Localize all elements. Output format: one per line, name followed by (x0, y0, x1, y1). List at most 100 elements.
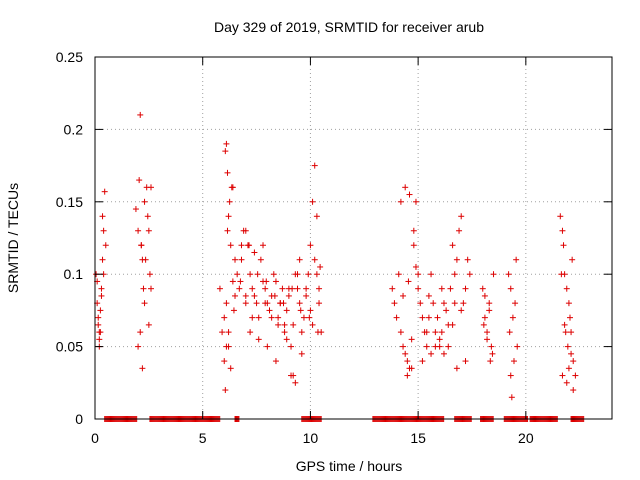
data-point (99, 256, 106, 263)
data-point (405, 278, 412, 285)
data-point (440, 300, 447, 307)
x-tick-label: 10 (303, 430, 319, 446)
data-point (148, 285, 155, 292)
data-point (570, 358, 577, 365)
data-point (255, 314, 262, 321)
data-point (479, 285, 486, 292)
data-point (281, 321, 288, 328)
data-point (283, 307, 290, 314)
data-point (317, 263, 324, 270)
data-point (268, 314, 275, 321)
data-point (223, 140, 230, 147)
data-point (486, 300, 493, 307)
data-point (247, 271, 254, 278)
data-point (144, 213, 151, 220)
data-point (141, 198, 148, 205)
data-point (400, 292, 407, 299)
data-point (443, 307, 450, 314)
data-point (559, 227, 566, 234)
data-point (148, 184, 155, 191)
data-point (309, 198, 316, 205)
data-point (404, 372, 411, 379)
data-point (95, 321, 102, 328)
data-point (400, 343, 407, 350)
data-point (568, 329, 575, 336)
data-point (246, 242, 253, 249)
data-point (464, 256, 471, 263)
data-point (300, 314, 307, 321)
data-point (272, 278, 279, 285)
data-point (458, 307, 465, 314)
data-point (423, 343, 430, 350)
data-point (303, 285, 310, 292)
data-point (428, 350, 435, 357)
data-point (512, 300, 519, 307)
data-point (98, 285, 105, 292)
data-point (247, 329, 254, 336)
data-point (298, 350, 305, 357)
y-axis-label: SRMTID / TECUs (5, 183, 21, 293)
data-point (462, 285, 469, 292)
data-point (557, 213, 564, 220)
data-point (270, 271, 277, 278)
data-point (221, 314, 228, 321)
data-point (225, 329, 232, 336)
data-point (98, 292, 105, 299)
data-point (563, 379, 570, 386)
data-point (564, 343, 571, 350)
data-point (451, 271, 458, 278)
data-point (406, 191, 413, 198)
data-point (137, 111, 144, 118)
data-point (294, 285, 301, 292)
y-tick-label: 0.15 (56, 194, 83, 210)
data-point (219, 329, 226, 336)
data-point (226, 198, 233, 205)
data-point (255, 336, 262, 343)
data-point (234, 271, 241, 278)
y-tick-label: 0.1 (64, 266, 84, 282)
data-point (558, 271, 565, 278)
data-point (316, 300, 323, 307)
data-point (296, 300, 303, 307)
data-point (510, 358, 517, 365)
data-point (453, 256, 460, 263)
data-point (251, 292, 258, 299)
data-point (285, 292, 292, 299)
data-point (228, 184, 235, 191)
data-point (216, 285, 223, 292)
grid-lines (95, 57, 612, 419)
data-point (229, 278, 236, 285)
data-point (99, 213, 106, 220)
data-point (271, 292, 278, 299)
data-point (314, 329, 321, 336)
data-point (223, 300, 230, 307)
data-point (305, 271, 312, 278)
data-point (309, 321, 316, 328)
plot-border (94, 56, 613, 420)
data-point (141, 300, 148, 307)
data-point (289, 285, 296, 292)
data-point (236, 285, 243, 292)
data-point (237, 278, 244, 285)
data-point (415, 271, 422, 278)
data-point (307, 242, 314, 249)
data-point (402, 184, 409, 191)
data-point (296, 256, 303, 263)
data-point (432, 329, 439, 336)
data-point (434, 314, 441, 321)
data-point (447, 285, 454, 292)
data-point (481, 314, 488, 321)
data-point (290, 321, 297, 328)
data-point (490, 271, 497, 278)
data-point (561, 321, 568, 328)
data-point (288, 343, 295, 350)
data-point (266, 307, 273, 314)
data-point (294, 271, 301, 278)
data-point (280, 300, 287, 307)
data-point (425, 314, 432, 321)
data-point (137, 329, 144, 336)
data-point (227, 242, 234, 249)
data-point (438, 285, 445, 292)
data-point (249, 285, 256, 292)
data-point (397, 329, 404, 336)
